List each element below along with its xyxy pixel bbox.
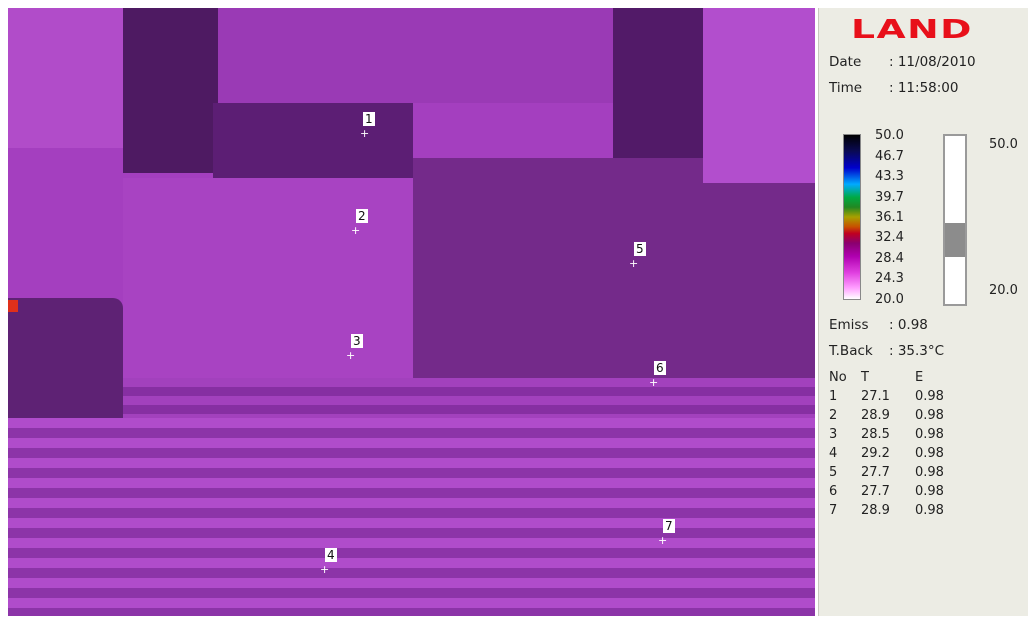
spot-marker-label: 5 xyxy=(634,242,646,256)
color-scale-bar xyxy=(843,134,861,300)
cell-no: 4 xyxy=(829,446,838,461)
scale-tick: 39.7 xyxy=(875,190,904,205)
tback-value: : 35.3°C xyxy=(889,343,945,359)
table-row: 4 29.2 0.98 xyxy=(829,444,944,463)
table-header-row: No T E xyxy=(829,368,944,387)
cell-no: 5 xyxy=(829,465,838,480)
spot-marker-label: 1 xyxy=(363,112,375,126)
range-indicator xyxy=(943,134,967,306)
cell-t: 27.7 xyxy=(861,465,890,480)
spot-marker-label: 7 xyxy=(663,519,675,533)
cell-t: 29.2 xyxy=(861,446,890,461)
thermal-hot-spot xyxy=(8,300,18,312)
info-panel: LAND Date : 11/08/2010 Time : 11:58:00 5… xyxy=(818,8,1028,616)
spot-table: No T E 1 27.1 0.98 2 28.9 0.98 3 28.5 0.98 4 29.2 0… xyxy=(829,368,944,520)
cell-e: 0.98 xyxy=(915,465,944,480)
table-row: 3 28.5 0.98 xyxy=(829,425,944,444)
crosshair-icon: + xyxy=(320,563,330,576)
thermal-light-top-left xyxy=(8,8,123,148)
crosshair-icon: + xyxy=(649,376,659,389)
thermal-light-top-mid xyxy=(218,8,613,103)
scale-tick: 43.3 xyxy=(875,169,904,184)
cell-t: 27.7 xyxy=(861,484,890,499)
scale-tick: 20.0 xyxy=(875,292,904,307)
range-max: 50.0 xyxy=(989,137,1018,152)
table-row: 2 28.9 0.98 xyxy=(829,406,944,425)
spot-marker-label: 2 xyxy=(356,209,368,223)
scale-tick: 50.0 xyxy=(875,128,904,143)
table-row: 1 27.1 0.98 xyxy=(829,387,944,406)
thermal-light-top-right xyxy=(703,8,815,183)
cell-no: 3 xyxy=(829,427,838,442)
range-min: 20.0 xyxy=(989,283,1018,298)
cell-e: 0.98 xyxy=(915,389,944,404)
cell-t: 28.9 xyxy=(861,503,890,518)
scale-tick: 46.7 xyxy=(875,149,904,164)
crosshair-icon: + xyxy=(658,534,668,547)
spot-table-body: 1 27.1 0.98 2 28.9 0.98 3 28.5 0.98 4 29.2 0.98 5 27.… xyxy=(829,387,944,520)
table-row: 7 28.9 0.98 xyxy=(829,501,944,520)
thermal-floor-mid xyxy=(123,378,815,418)
cell-t: 28.9 xyxy=(861,408,890,423)
spot-marker-label: 6 xyxy=(654,361,666,375)
scale-tick: 24.3 xyxy=(875,271,904,286)
range-window xyxy=(945,223,965,257)
crosshair-icon: + xyxy=(360,127,370,140)
spot-marker-label: 4 xyxy=(325,548,337,562)
cell-e: 0.98 xyxy=(915,503,944,518)
cell-t: 27.1 xyxy=(861,389,890,404)
cell-no: 6 xyxy=(829,484,838,499)
spot-marker-label: 3 xyxy=(351,334,363,348)
tback-label: T.Back xyxy=(829,343,873,359)
thermal-dark-block-top xyxy=(213,103,413,178)
crosshair-icon: + xyxy=(351,224,361,237)
thermal-pillar-left xyxy=(123,8,218,173)
thermal-mid-band xyxy=(123,178,413,378)
header-no: No xyxy=(829,370,847,385)
scale-tick: 32.4 xyxy=(875,230,904,245)
table-row: 5 27.7 0.98 xyxy=(829,463,944,482)
thermal-floor xyxy=(8,418,815,616)
time-label: Time xyxy=(829,80,863,96)
header-e: E xyxy=(915,370,924,385)
emiss-label: Emiss xyxy=(829,317,869,333)
cell-no: 7 xyxy=(829,503,838,518)
cell-no: 1 xyxy=(829,389,838,404)
emiss-value: : 0.98 xyxy=(889,317,928,333)
cell-no: 2 xyxy=(829,408,838,423)
land-logo: LAND xyxy=(851,15,973,45)
scale-tick: 36.1 xyxy=(875,210,904,225)
cell-e: 0.98 xyxy=(915,484,944,499)
thermal-dark-wall xyxy=(413,158,815,418)
date-label: Date xyxy=(829,54,862,70)
crosshair-icon: + xyxy=(346,349,356,362)
thermal-image: 1 + 2 + 3 + 4 + 5 + 6 + 7 + xyxy=(8,8,815,616)
cell-e: 0.98 xyxy=(915,427,944,442)
crosshair-icon: + xyxy=(629,257,639,270)
scale-tick: 28.4 xyxy=(875,251,904,266)
table-row: 6 27.7 0.98 xyxy=(829,482,944,501)
header-t: T xyxy=(861,370,869,385)
date-value: : 11/08/2010 xyxy=(889,54,976,70)
cell-e: 0.98 xyxy=(915,408,944,423)
cell-e: 0.98 xyxy=(915,446,944,461)
cell-t: 28.5 xyxy=(861,427,890,442)
time-value: : 11:58:00 xyxy=(889,80,959,96)
